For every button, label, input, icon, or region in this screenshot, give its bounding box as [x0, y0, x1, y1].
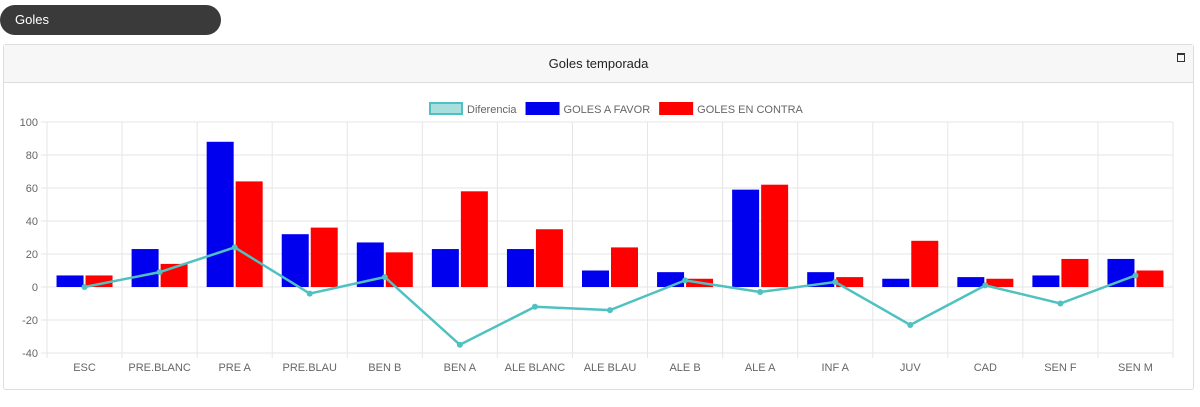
x-tick-label: ESC — [73, 362, 96, 374]
diferencia-point — [81, 284, 88, 290]
diferencia-point — [156, 269, 163, 276]
legend-label: GOLES A FAVOR — [564, 104, 651, 116]
goles-tab[interactable]: Goles — [0, 5, 221, 35]
x-tick-label: ALE A — [745, 362, 776, 374]
bar-goles-a-favor — [882, 278, 910, 287]
x-tick-label: ALE B — [669, 362, 700, 374]
bar-goles-en-contra — [235, 181, 263, 287]
diferencia-point — [982, 282, 989, 289]
diferencia-point — [231, 244, 238, 251]
x-tick-label: BEN B — [368, 362, 401, 374]
bar-goles-a-favor — [732, 189, 760, 287]
bar-goles-en-contra — [911, 240, 939, 287]
diferencia-point — [456, 341, 463, 348]
bar-goles-en-contra — [986, 278, 1014, 287]
diferencia-point — [306, 290, 313, 297]
x-tick-label: PRE.BLAU — [283, 362, 337, 374]
y-tick-label: 80 — [26, 150, 38, 162]
x-tick-label: CAD — [974, 362, 997, 374]
panel-header: Goles temporada — [4, 45, 1193, 83]
bar-goles-a-favor — [206, 141, 234, 287]
y-tick-label: -20 — [22, 315, 38, 327]
y-tick-label: -40 — [22, 348, 38, 360]
legend-label: GOLES EN CONTRA — [697, 104, 803, 116]
legend-swatch — [429, 102, 463, 115]
bar-goles-a-favor — [582, 270, 609, 287]
bar-goles-a-favor — [131, 249, 159, 287]
bar-goles-a-favor — [431, 249, 459, 287]
legend-swatch — [659, 102, 694, 115]
bar-goles-en-contra — [85, 275, 113, 287]
bar-goles-en-contra — [310, 227, 338, 287]
y-tick-label: 20 — [26, 249, 38, 261]
y-tick-label: 60 — [26, 183, 38, 195]
panel-title: Goles temporada — [548, 56, 649, 71]
bar-goles-en-contra — [1136, 270, 1164, 287]
x-tick-label: PRE A — [218, 362, 251, 374]
y-tick-label: 40 — [26, 216, 38, 228]
diferencia-point — [682, 277, 689, 284]
x-tick-label: SEN F — [1044, 362, 1077, 374]
legend-swatch — [525, 102, 560, 115]
diferencia-point — [381, 274, 388, 281]
bar-goles-en-contra — [535, 229, 563, 287]
bar-goles-a-favor — [56, 275, 84, 287]
x-tick-label: BEN A — [444, 362, 477, 374]
bar-goles-en-contra — [611, 247, 638, 287]
bar-goles-en-contra — [761, 184, 789, 287]
x-tick-label: ALE BLANC — [505, 362, 566, 374]
x-tick-label: INF A — [821, 362, 849, 374]
diferencia-point — [1057, 300, 1064, 307]
x-tick-label: PRE.BLANC — [128, 362, 190, 374]
diferencia-point — [531, 303, 538, 310]
bar-goles-en-contra — [1061, 258, 1089, 287]
diferencia-point — [832, 279, 839, 286]
diferencia-point — [1132, 272, 1139, 279]
legend-label: Diferencia — [467, 104, 517, 116]
bar-goles-a-favor — [657, 272, 685, 287]
bar-goles-en-contra — [460, 191, 488, 287]
diferencia-point — [757, 288, 764, 295]
bar-goles-a-favor — [1107, 258, 1135, 287]
diferencia-point — [607, 307, 613, 314]
bar-goles-en-contra — [836, 277, 864, 287]
y-tick-label: 100 — [20, 117, 38, 129]
y-tick-label: 0 — [32, 282, 38, 294]
bar-goles-a-favor — [1032, 275, 1060, 287]
x-tick-label: SEN M — [1118, 362, 1153, 374]
x-tick-label: JUV — [900, 362, 921, 374]
bar-goles-a-favor — [957, 277, 985, 287]
x-tick-label: ALE BLAU — [584, 362, 637, 374]
maximize-icon[interactable] — [1177, 53, 1185, 62]
diferencia-point — [907, 321, 914, 328]
chart-panel: Goles temporada — [3, 44, 1194, 390]
bar-goles-a-favor — [506, 249, 534, 287]
